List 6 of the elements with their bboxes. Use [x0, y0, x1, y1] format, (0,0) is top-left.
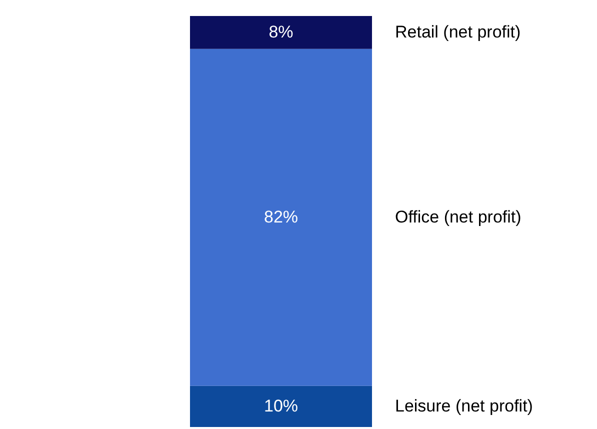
- data-label: 10%: [264, 396, 298, 416]
- series-label: Office (net profit): [395, 207, 522, 226]
- data-label: 8%: [268, 22, 294, 42]
- series-label: Retail (net profit): [395, 22, 521, 42]
- series-label: Leisure (net profit): [395, 396, 533, 416]
- data-label: 82%: [264, 207, 298, 226]
